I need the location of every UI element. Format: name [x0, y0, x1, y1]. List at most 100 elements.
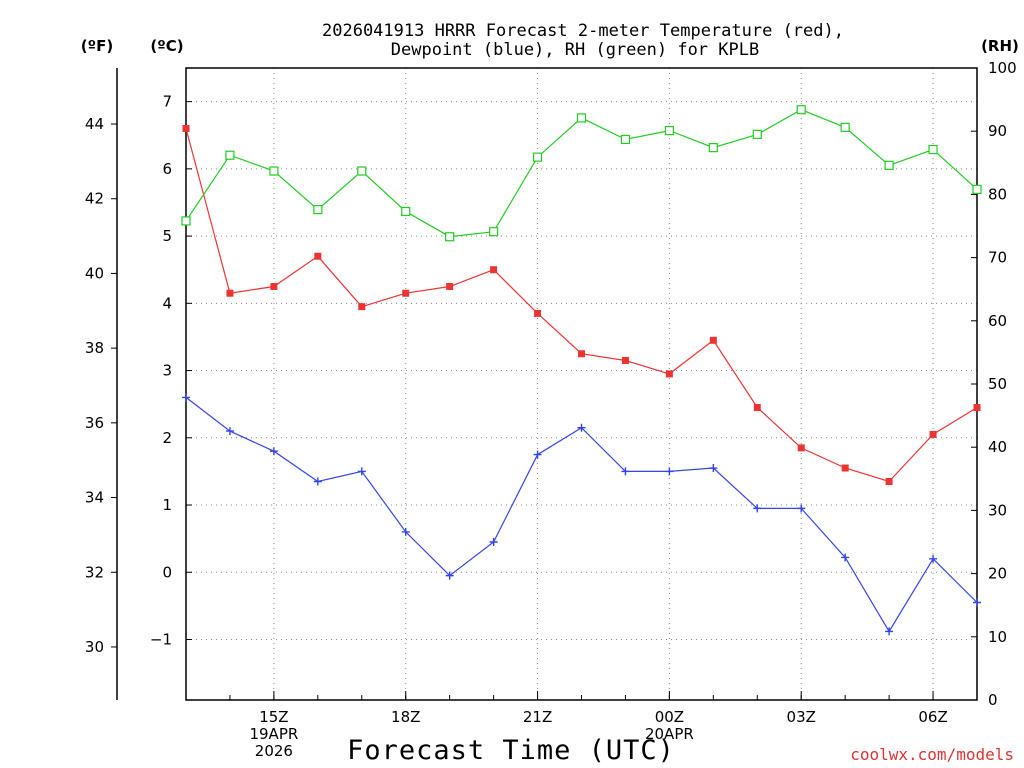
- temperature-point: [621, 356, 629, 364]
- temperature-point: [797, 444, 805, 452]
- rh-point: [840, 122, 850, 133]
- dewpoint-point: [489, 538, 498, 546]
- temperature-point: [534, 309, 542, 317]
- rh-tick-label: 50: [988, 375, 1007, 393]
- celsius-tick-label: 1: [162, 496, 172, 514]
- temperature-point: [490, 266, 498, 274]
- rh-point: [181, 216, 191, 226]
- rh-point: [708, 143, 718, 153]
- fahrenheit-tick-label: 42: [85, 190, 104, 208]
- rh-tick-label: 80: [988, 185, 1007, 203]
- temperature-point: [973, 404, 981, 412]
- rh-point: [357, 166, 367, 176]
- celsius-tick-label: 3: [162, 362, 172, 380]
- dewpoint-point: [797, 504, 806, 513]
- x-tick-label: 00Z: [655, 708, 684, 726]
- rh-tick-label: 100: [988, 59, 1017, 77]
- temperature-point: [358, 303, 366, 311]
- dewpoint-point: [621, 467, 630, 476]
- rh-point: [796, 105, 806, 115]
- dewpoint-point: [313, 477, 322, 486]
- temperature-point: [841, 464, 849, 472]
- celsius-tick-label: 7: [162, 93, 172, 111]
- temperature-point: [665, 370, 673, 378]
- rh-line: [185, 109, 978, 238]
- x-tick-label: 20APR: [645, 725, 694, 743]
- x-tick-label: 06Z: [918, 708, 947, 726]
- rh-point: [752, 129, 762, 139]
- celsius-unit-label: (ºC): [150, 37, 183, 55]
- x-tick-label: 19APR: [249, 725, 298, 743]
- dewpoint-point: [753, 504, 762, 513]
- celsius-tick-label: 2: [162, 429, 172, 447]
- fahrenheit-tick-label: 44: [85, 115, 104, 133]
- fahrenheit-tick-label: 32: [85, 563, 104, 581]
- chart-title-line2: Dewpoint (blue), RH (green) for KPLB: [391, 40, 759, 60]
- rh-tick-label: 30: [988, 501, 1007, 519]
- site-credit: coolwx.com/models: [850, 745, 1014, 764]
- rh-point: [401, 206, 411, 217]
- dewpoint-point: [929, 554, 938, 563]
- x-tick-label: 15Z: [259, 708, 288, 726]
- chart-title-line1: 2026041913 HRRR Forecast 2-meter Tempera…: [322, 21, 844, 41]
- temperature-point: [402, 289, 410, 297]
- celsius-tick-label: 4: [162, 294, 172, 312]
- temperature-point: [885, 477, 893, 485]
- rh-tick-label: 20: [988, 565, 1007, 583]
- fahrenheit-unit-label: (ºF): [81, 37, 113, 55]
- dewpoint-point: [269, 447, 278, 456]
- dewpoint-point: [709, 464, 718, 473]
- rh-tick-label: 90: [988, 122, 1007, 140]
- fahrenheit-tick-label: 38: [85, 339, 104, 357]
- x-tick-label: 18Z: [391, 708, 420, 726]
- rh-tick-label: 70: [988, 249, 1007, 267]
- axes: −101234567303234363840424401020304050607…: [85, 59, 1017, 760]
- dewpoint-point: [225, 427, 234, 436]
- dewpoint-point: [665, 467, 674, 476]
- x-tick-label: 2026: [255, 742, 293, 760]
- rh-point: [225, 150, 235, 160]
- fahrenheit-tick-label: 34: [85, 489, 104, 507]
- rh-point: [928, 144, 938, 155]
- temperature-point: [270, 283, 278, 291]
- rh-point: [620, 134, 631, 145]
- dewpoint-point: [885, 627, 894, 636]
- x-axis-label: Forecast Time (UTC): [347, 735, 675, 766]
- rh-point: [664, 125, 674, 136]
- dewpoint-point: [577, 423, 586, 432]
- rh-point: [313, 204, 323, 215]
- dewpoint-point: [182, 393, 190, 402]
- x-tick-label: 21Z: [523, 708, 552, 726]
- temperature-point: [929, 430, 937, 438]
- fahrenheit-tick-label: 40: [85, 264, 104, 282]
- x-tick-label: 03Z: [787, 708, 816, 726]
- rh-point: [972, 184, 982, 194]
- fahrenheit-tick-label: 30: [85, 638, 104, 656]
- rh-tick-label: 10: [988, 628, 1007, 646]
- celsius-tick-label: 0: [162, 563, 172, 581]
- temperature-point: [709, 336, 717, 344]
- rh-point: [884, 160, 894, 170]
- dewpoint-point: [445, 571, 454, 580]
- plot-frame: [185, 67, 978, 701]
- dewpoint-point: [841, 553, 850, 562]
- rh-unit-label: (RH): [981, 37, 1019, 55]
- temperature-point: [314, 252, 322, 260]
- dewpoint-point: [533, 450, 542, 459]
- rh-point: [445, 232, 455, 242]
- temperature-point: [226, 289, 234, 297]
- temperature-point: [446, 283, 454, 291]
- celsius-tick-label: 6: [162, 160, 172, 178]
- dewpoint-point: [401, 527, 410, 536]
- dewpoint-point: [357, 467, 366, 476]
- rh-tick-label: 40: [988, 438, 1007, 456]
- celsius-tick-label: 5: [162, 227, 172, 245]
- celsius-tick-label: −1: [150, 630, 172, 648]
- rh-point: [269, 166, 279, 176]
- rh-point: [576, 113, 587, 123]
- rh-point: [489, 227, 499, 237]
- grid-lines: [186, 68, 977, 700]
- temperature-point: [578, 350, 585, 358]
- dewpoint-line: [185, 396, 978, 633]
